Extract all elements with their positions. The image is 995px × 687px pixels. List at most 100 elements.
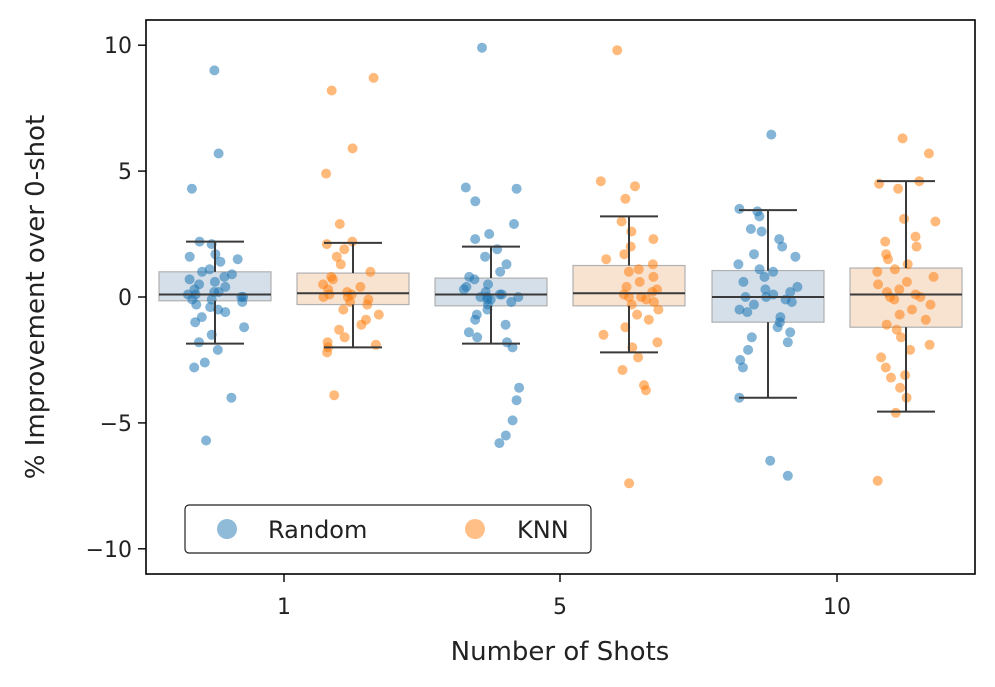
point-random [190, 317, 201, 328]
point-knn [318, 292, 329, 302]
point-random [760, 284, 771, 295]
point-knn [362, 299, 373, 310]
point-random [470, 196, 481, 207]
y-axis: 10 5 0 −5 −10 [86, 34, 146, 563]
point-knn [647, 259, 658, 270]
point-random [511, 183, 522, 194]
legend-label-knn: KNN [517, 516, 569, 544]
point-knn [335, 259, 346, 270]
point-knn [355, 281, 366, 292]
point-random [477, 42, 487, 53]
point-knn [653, 304, 664, 315]
point-knn [334, 219, 345, 229]
point-random [745, 224, 756, 234]
point-random [482, 304, 493, 315]
point-knn [924, 339, 935, 350]
point-knn [322, 347, 333, 358]
point-knn [619, 249, 630, 260]
point-random [205, 302, 216, 313]
point-random [733, 259, 744, 270]
point-knn [625, 241, 636, 252]
point-random [772, 322, 783, 333]
point-random [754, 264, 765, 275]
point-random [768, 266, 779, 277]
point-knn [889, 294, 900, 305]
point-knn [902, 259, 913, 270]
point-knn [321, 168, 332, 179]
point-random [742, 307, 753, 318]
point-knn [345, 297, 356, 307]
point-random [184, 251, 195, 262]
x-tick-label: 10 [823, 595, 851, 620]
point-knn [339, 332, 350, 343]
point-random [220, 307, 231, 318]
point-knn [338, 304, 349, 315]
point-knn [647, 287, 658, 297]
point-knn [648, 297, 659, 307]
point-knn [327, 274, 338, 285]
point-random [494, 438, 505, 449]
point-random [483, 279, 493, 290]
point-random [463, 327, 474, 338]
point-knn [365, 266, 376, 277]
point-random [458, 284, 469, 295]
point-random [500, 319, 511, 330]
point-random [766, 129, 777, 140]
point-random [495, 266, 506, 277]
point-knn [617, 365, 628, 375]
point-random [765, 455, 776, 466]
point-random [213, 148, 224, 159]
point-knn [872, 475, 883, 486]
points-layer [183, 42, 941, 489]
point-random [469, 274, 480, 285]
point-knn [634, 276, 645, 287]
point-random [756, 226, 767, 237]
point-knn [920, 314, 931, 325]
point-random [460, 182, 471, 193]
point-random [759, 271, 770, 282]
point-random [189, 362, 200, 373]
point-knn [321, 239, 332, 250]
point-random [746, 332, 757, 343]
point-knn [652, 337, 663, 348]
point-knn [329, 390, 340, 401]
point-knn [633, 264, 644, 275]
point-knn [347, 236, 358, 247]
point-random [734, 203, 745, 214]
point-random [237, 297, 248, 307]
point-random [743, 344, 754, 355]
point-knn [620, 193, 631, 204]
point-random [501, 259, 512, 270]
point-knn [899, 213, 909, 224]
y-tick-label: −5 [100, 412, 132, 437]
point-random [226, 392, 237, 403]
point-random [201, 435, 212, 446]
point-knn [624, 478, 635, 489]
x-axis-label: Number of Shots [451, 637, 670, 667]
point-random [786, 297, 797, 307]
point-knn [620, 322, 631, 333]
point-random [184, 274, 195, 285]
point-random [777, 241, 788, 252]
point-random [735, 355, 746, 365]
point-random [507, 415, 518, 426]
point-random [748, 299, 759, 310]
point-knn [331, 251, 342, 262]
legend-frame [184, 504, 592, 554]
legend: Random KNN [184, 504, 592, 554]
point-knn [334, 324, 345, 335]
point-knn [595, 176, 606, 187]
point-random [511, 395, 522, 406]
point-knn [598, 329, 609, 340]
point-knn [901, 276, 912, 287]
point-random [737, 362, 748, 373]
point-knn [896, 332, 906, 343]
point-random [790, 251, 801, 262]
y-tick-label: 10 [104, 34, 132, 59]
point-knn [889, 264, 900, 275]
point-knn [873, 279, 884, 290]
point-random [199, 357, 210, 368]
point-knn [886, 372, 896, 383]
box-knn-10 [849, 267, 963, 328]
